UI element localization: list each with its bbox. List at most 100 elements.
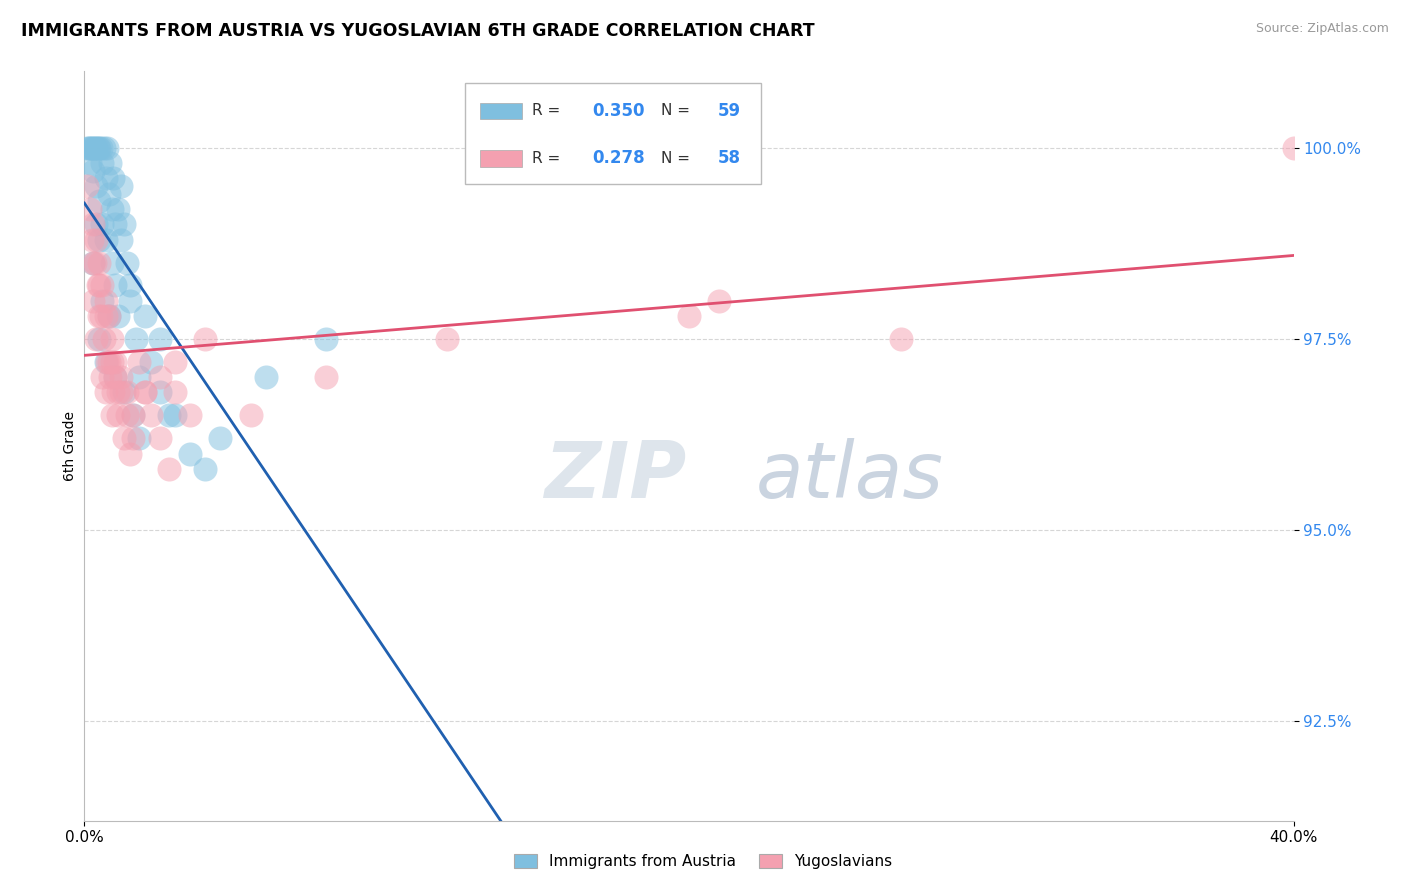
Point: [1282, 141, 1305, 155]
Point: [89, 332, 111, 346]
Point: [94, 171, 117, 186]
Point: [107, 309, 129, 323]
Text: 0.278: 0.278: [592, 150, 645, 168]
Point: [436, 332, 458, 346]
Point: [89, 233, 111, 247]
Point: [97, 309, 120, 323]
Text: IMMIGRANTS FROM AUSTRIA VS YUGOSLAVIAN 6TH GRADE CORRELATION CHART: IMMIGRANTS FROM AUSTRIA VS YUGOSLAVIAN 6…: [21, 22, 814, 40]
Point: [149, 370, 172, 384]
Point: [149, 332, 172, 346]
Point: [93, 332, 115, 346]
Point: [79, 156, 101, 170]
Point: [149, 431, 172, 445]
Point: [134, 309, 156, 323]
Point: [94, 233, 117, 247]
Point: [94, 309, 117, 323]
Point: [96, 141, 118, 155]
Point: [76, 141, 98, 155]
Point: [94, 355, 117, 369]
Point: [110, 385, 132, 400]
Point: [90, 141, 112, 155]
Point: [315, 332, 337, 346]
Y-axis label: 6th Grade: 6th Grade: [63, 411, 77, 481]
Point: [104, 278, 127, 293]
FancyBboxPatch shape: [465, 83, 762, 184]
Point: [179, 447, 201, 461]
Point: [128, 370, 150, 384]
Point: [118, 278, 141, 293]
Point: [315, 370, 337, 384]
Point: [86, 233, 108, 247]
Point: [86, 217, 108, 231]
Point: [157, 462, 180, 476]
Point: [115, 409, 138, 423]
Point: [112, 385, 135, 400]
Point: [128, 431, 150, 445]
Point: [84, 255, 107, 269]
Point: [89, 278, 111, 293]
Point: [80, 141, 103, 155]
Point: [79, 202, 101, 216]
Point: [89, 194, 111, 209]
Point: [890, 332, 912, 346]
Point: [157, 409, 180, 423]
Point: [100, 409, 122, 423]
Point: [104, 370, 127, 384]
Point: [80, 233, 103, 247]
Point: [100, 355, 122, 369]
Point: [104, 370, 127, 384]
Point: [134, 385, 156, 400]
Point: [91, 370, 114, 384]
Point: [139, 409, 162, 423]
Point: [76, 179, 98, 194]
Point: [165, 385, 187, 400]
Point: [96, 355, 118, 369]
Point: [121, 409, 143, 423]
Point: [79, 141, 101, 155]
Point: [94, 385, 117, 400]
Point: [91, 278, 114, 293]
Point: [194, 462, 217, 476]
Point: [110, 370, 132, 384]
Point: [112, 431, 135, 445]
Point: [104, 355, 127, 369]
Point: [86, 332, 108, 346]
Point: [98, 370, 121, 384]
Point: [97, 309, 120, 323]
Text: 58: 58: [718, 150, 741, 168]
Point: [254, 370, 277, 384]
Text: 0.350: 0.350: [592, 102, 645, 120]
Point: [84, 141, 107, 155]
Point: [110, 179, 132, 194]
Point: [87, 278, 110, 293]
Point: [82, 255, 104, 269]
Point: [89, 255, 111, 269]
Point: [97, 186, 120, 201]
Text: N =: N =: [661, 103, 695, 119]
Point: [101, 171, 124, 186]
Point: [98, 156, 121, 170]
Point: [709, 293, 731, 308]
Point: [89, 141, 111, 155]
Point: [121, 431, 143, 445]
Point: [115, 255, 138, 269]
Point: [112, 217, 135, 231]
Point: [194, 332, 217, 346]
Point: [82, 293, 104, 308]
Point: [87, 141, 110, 155]
Point: [107, 385, 129, 400]
Point: [107, 409, 129, 423]
Point: [86, 179, 108, 194]
Point: [118, 447, 141, 461]
Point: [82, 255, 104, 269]
Text: R =: R =: [531, 103, 565, 119]
Point: [118, 293, 141, 308]
Point: [82, 163, 104, 178]
Point: [89, 309, 111, 323]
Point: [110, 233, 132, 247]
Point: [100, 332, 122, 346]
Point: [94, 293, 117, 308]
FancyBboxPatch shape: [479, 103, 522, 120]
Point: [77, 141, 100, 155]
Text: 59: 59: [718, 102, 741, 120]
